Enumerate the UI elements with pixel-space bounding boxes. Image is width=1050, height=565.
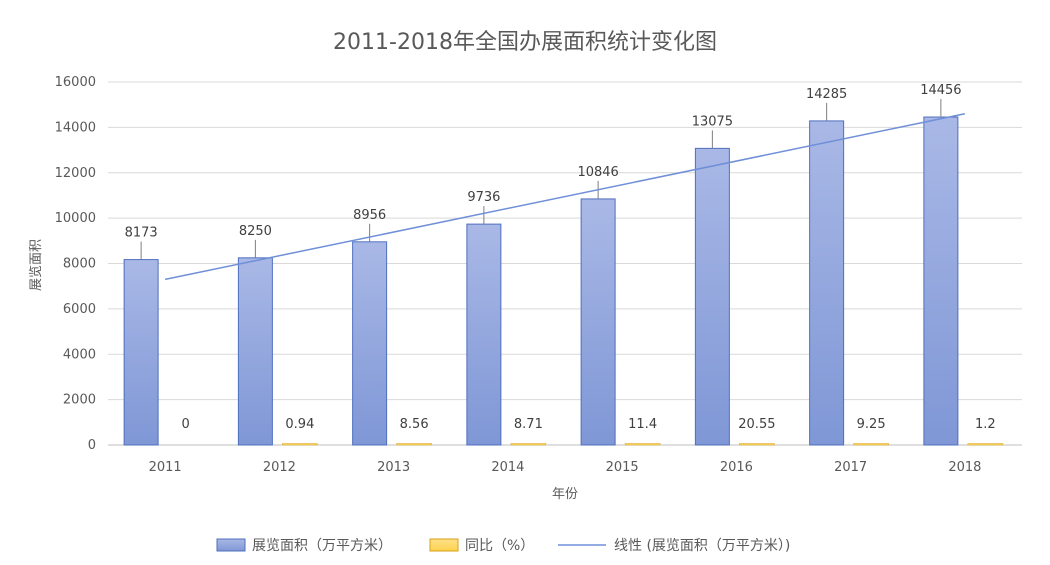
bar-area — [466, 223, 502, 446]
x-tick-label: 2012 — [263, 460, 296, 475]
bar-yoy — [396, 443, 432, 446]
data-label-yoy: 0 — [181, 417, 189, 432]
y-tick-label: 8000 — [63, 257, 96, 272]
bar-yoy — [967, 443, 1004, 446]
data-label-area: 14285 — [806, 87, 847, 102]
y-tick-label: 6000 — [63, 302, 96, 317]
y-tick-label: 10000 — [55, 211, 96, 226]
legend: 展览面积（万平方米） 同比（%） 线性 (展览面积（万平方米）) — [216, 538, 790, 554]
x-tick-label: 2018 — [948, 460, 981, 475]
x-axis-label: 年份 — [552, 487, 578, 502]
data-label-yoy: 9.25 — [857, 417, 886, 432]
bar-yoy — [739, 443, 775, 446]
trend-line — [164, 113, 966, 281]
x-tick-label: 2013 — [377, 460, 410, 475]
data-label-yoy: 1.2 — [975, 417, 996, 432]
y-tick-label: 12000 — [55, 166, 96, 181]
x-axis-ticks: 2011 2012 2013 2014 2015 2016 2017 2018 — [149, 460, 982, 475]
yoy-bars — [282, 443, 1004, 446]
bar-area — [580, 198, 616, 446]
y-tick-label: 16000 — [55, 75, 96, 90]
bar-yoy — [853, 443, 889, 446]
bar-area — [923, 116, 959, 446]
x-tick-label: 2011 — [149, 460, 182, 475]
y-axis-ticks: 0 2000 4000 6000 8000 10000 12000 14000 16000 — [55, 75, 96, 453]
legend-trend-label: 线性 (展览面积（万平方米）) — [614, 538, 790, 554]
chart-title: 2011-2018年全国办展面积统计变化图 — [333, 30, 717, 55]
x-tick-label: 2015 — [606, 460, 639, 475]
bar-yoy — [624, 443, 661, 446]
data-label-yoy: 8.71 — [514, 417, 543, 432]
data-label-area: 10846 — [577, 165, 618, 180]
area-bars — [123, 116, 959, 446]
x-tick-label: 2014 — [491, 460, 524, 475]
bar-area — [237, 257, 273, 446]
data-label-leaders — [140, 99, 942, 260]
bar-area — [352, 241, 388, 446]
data-label-yoy: 8.56 — [400, 417, 429, 432]
bar-yoy — [510, 443, 547, 446]
data-label-yoy: 11.4 — [628, 417, 657, 432]
data-label-yoy: 20.55 — [738, 417, 775, 432]
legend-area-swatch — [216, 538, 246, 552]
legend-yoy-swatch — [429, 538, 459, 552]
data-label-area: 9736 — [467, 190, 500, 205]
data-label-area: 8173 — [125, 226, 158, 241]
y-tick-label: 4000 — [63, 347, 96, 362]
y-tick-label: 2000 — [63, 393, 96, 408]
bar-area — [809, 120, 845, 446]
legend-area-label: 展览面积（万平方米） — [252, 538, 392, 554]
x-tick-label: 2017 — [834, 460, 867, 475]
x-tick-label: 2016 — [720, 460, 753, 475]
bar-area — [694, 147, 730, 446]
y-tick-label: 0 — [88, 438, 96, 453]
data-labels: 8173 0 8250 0.94 8956 8.56 9736 8.71 10846 11.4 13… — [125, 83, 996, 432]
y-tick-label: 14000 — [55, 120, 96, 135]
data-label-area: 8250 — [239, 224, 272, 239]
data-label-area: 14456 — [920, 83, 961, 98]
data-label-area: 8956 — [353, 208, 386, 223]
legend-yoy-label: 同比（%） — [465, 538, 534, 554]
data-label-yoy: 0.94 — [285, 417, 314, 432]
bar-area — [123, 259, 159, 446]
y-axis-label: 展览面积 — [28, 239, 44, 291]
trendline — [164, 113, 966, 281]
data-label-area: 13075 — [692, 114, 733, 129]
bar-yoy — [282, 443, 318, 446]
